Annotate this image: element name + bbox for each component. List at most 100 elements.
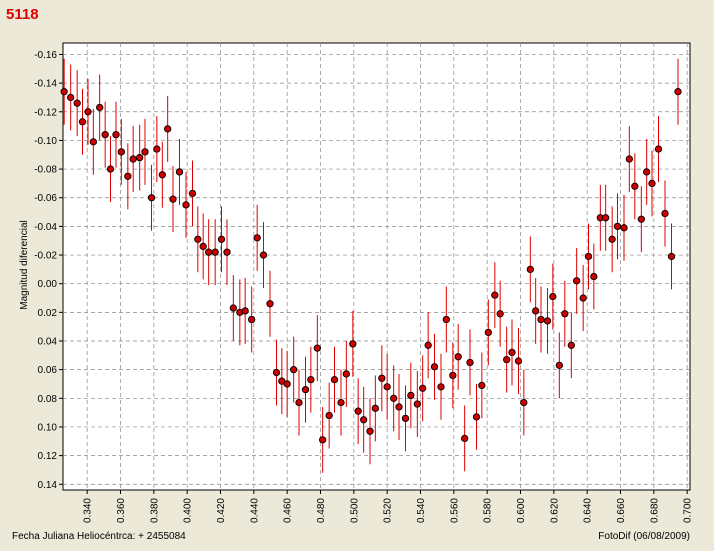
data-point bbox=[613, 222, 622, 231]
data-point bbox=[430, 363, 439, 371]
data-point bbox=[223, 248, 231, 256]
y-tick-label: -0.16 bbox=[34, 50, 57, 61]
data-point bbox=[188, 189, 197, 198]
x-tick-label: 0.500 bbox=[349, 498, 360, 523]
data-point bbox=[325, 411, 333, 420]
x-tick-label: 0.440 bbox=[249, 498, 260, 523]
data-point bbox=[526, 265, 534, 274]
x-tick-label: 0.680 bbox=[649, 498, 660, 523]
data-point bbox=[158, 171, 166, 179]
x-tick-label: 0.400 bbox=[183, 498, 194, 523]
y-tick-label: 0.06 bbox=[38, 365, 58, 376]
x-tick-label: 0.640 bbox=[583, 498, 594, 523]
data-point bbox=[366, 427, 374, 435]
x-tick-label: 0.340 bbox=[83, 498, 94, 523]
x-tick-label: 0.420 bbox=[216, 498, 227, 523]
y-tick-label: 0.08 bbox=[38, 394, 58, 405]
data-point bbox=[73, 99, 81, 107]
data-point bbox=[378, 374, 386, 382]
data-point bbox=[241, 307, 249, 315]
y-tick-label: 0.10 bbox=[38, 422, 58, 433]
data-marks bbox=[60, 58, 682, 473]
y-axis-label: Magnitud diferencial bbox=[19, 220, 30, 310]
data-point bbox=[182, 201, 190, 209]
data-point bbox=[136, 153, 144, 162]
x-tick-label: 0.360 bbox=[116, 498, 127, 523]
data-point bbox=[590, 272, 598, 281]
data-point bbox=[631, 182, 639, 190]
x-tick-label: 0.700 bbox=[683, 498, 694, 523]
data-point bbox=[579, 294, 587, 302]
y-tick-label: -0.02 bbox=[34, 251, 57, 262]
data-point bbox=[301, 386, 310, 394]
x-tick-label: 0.520 bbox=[383, 498, 394, 523]
data-point bbox=[283, 380, 291, 388]
data-point bbox=[101, 131, 109, 139]
data-point bbox=[643, 168, 651, 176]
data-point bbox=[537, 315, 545, 324]
x-tick-label: 0.600 bbox=[516, 498, 527, 523]
data-point bbox=[360, 416, 368, 424]
grid-lines bbox=[63, 43, 690, 490]
data-point bbox=[407, 391, 415, 400]
data-point bbox=[383, 383, 391, 391]
x-axis-label: Fecha Juliana Heliocéntrca: + 2455084 bbox=[12, 531, 186, 542]
data-point bbox=[674, 88, 682, 96]
data-point bbox=[625, 155, 633, 163]
data-point bbox=[84, 108, 92, 116]
data-point bbox=[259, 251, 268, 259]
data-point bbox=[395, 403, 403, 411]
x-tick-label: 0.660 bbox=[616, 498, 627, 523]
data-point bbox=[424, 341, 432, 349]
data-point bbox=[637, 215, 645, 223]
data-point bbox=[272, 368, 281, 377]
y-tick-label: -0.04 bbox=[34, 222, 57, 233]
data-point bbox=[567, 341, 575, 349]
y-tick-label: 0.14 bbox=[38, 480, 58, 491]
data-point bbox=[461, 434, 469, 443]
data-point bbox=[266, 300, 274, 308]
credit-text: FotoDif (06/08/2009) bbox=[598, 531, 690, 542]
y-axis-ticks: -0.16 -0.14 -0.12 -0.10 -0.08 -0.06 -0.04 -0.02… bbox=[34, 50, 63, 491]
x-axis-ticks: 0.340 0.360 0.380 0.400 0.420 0.440 0.460 0.480… bbox=[83, 490, 694, 523]
data-point bbox=[205, 248, 213, 256]
data-point bbox=[141, 148, 149, 156]
data-point bbox=[194, 235, 202, 243]
y-tick-label: 0.00 bbox=[38, 279, 58, 290]
data-point bbox=[349, 340, 357, 348]
x-tick-label: 0.480 bbox=[316, 498, 327, 523]
x-tick-label: 0.620 bbox=[549, 498, 560, 523]
x-tick-label: 0.460 bbox=[283, 498, 294, 523]
data-point bbox=[648, 179, 656, 188]
data-point bbox=[413, 400, 421, 408]
data-point bbox=[124, 172, 132, 180]
data-point bbox=[89, 138, 97, 146]
data-point bbox=[112, 131, 120, 139]
data-point bbox=[169, 195, 177, 203]
data-point bbox=[437, 383, 445, 391]
data-point bbox=[503, 355, 511, 364]
data-point bbox=[472, 413, 481, 421]
x-tick-label: 0.560 bbox=[449, 498, 460, 523]
y-tick-label: -0.14 bbox=[34, 79, 57, 90]
data-point bbox=[67, 93, 75, 102]
data-point bbox=[319, 436, 327, 444]
data-point bbox=[211, 248, 219, 256]
data-point bbox=[337, 398, 345, 407]
data-point bbox=[106, 165, 115, 173]
data-point bbox=[153, 145, 161, 153]
data-point bbox=[390, 394, 398, 402]
x-tick-label: 0.580 bbox=[483, 498, 494, 523]
data-point bbox=[454, 353, 462, 361]
data-point bbox=[60, 88, 68, 96]
data-point bbox=[401, 414, 410, 423]
data-point bbox=[253, 234, 261, 242]
data-point bbox=[330, 376, 339, 384]
y-tick-label: -0.06 bbox=[34, 193, 57, 204]
data-point bbox=[354, 407, 362, 415]
data-point bbox=[484, 328, 492, 337]
data-point bbox=[248, 315, 256, 324]
data-point bbox=[229, 304, 237, 312]
data-point bbox=[78, 118, 87, 126]
